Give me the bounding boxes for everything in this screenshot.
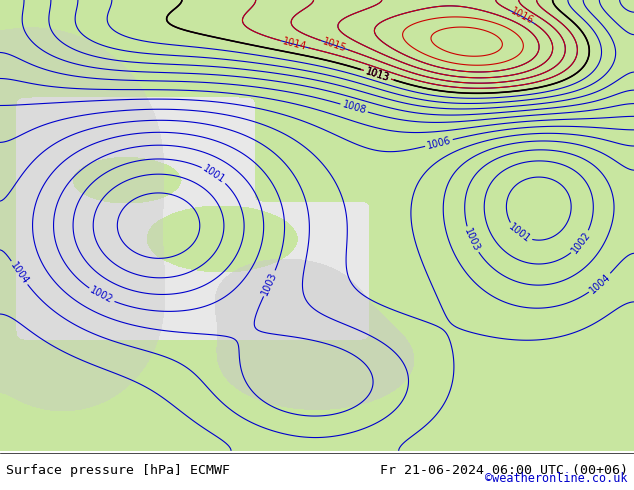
Text: 1014: 1014 xyxy=(281,36,308,52)
Text: 1013: 1013 xyxy=(365,66,391,83)
Text: 1016: 1016 xyxy=(509,6,535,27)
Text: ©weatheronline.co.uk: ©weatheronline.co.uk xyxy=(485,472,628,485)
Text: 1013: 1013 xyxy=(365,66,391,83)
Text: 1008: 1008 xyxy=(341,100,367,116)
Text: 1004: 1004 xyxy=(588,271,612,295)
Text: 1006: 1006 xyxy=(426,135,452,151)
Text: Fr 21-06-2024 06:00 UTC (00+06): Fr 21-06-2024 06:00 UTC (00+06) xyxy=(380,464,628,477)
Text: 1002: 1002 xyxy=(88,285,115,306)
Text: 1003: 1003 xyxy=(260,270,279,296)
Text: 1002: 1002 xyxy=(569,230,592,255)
Text: 1001: 1001 xyxy=(507,222,532,245)
Text: 1003: 1003 xyxy=(462,226,481,253)
Text: Surface pressure [hPa] ECMWF: Surface pressure [hPa] ECMWF xyxy=(6,464,230,477)
Text: 1004: 1004 xyxy=(8,260,30,286)
Text: 1013: 1013 xyxy=(365,66,391,83)
Text: 1015: 1015 xyxy=(321,37,348,54)
Text: 1001: 1001 xyxy=(201,164,227,186)
